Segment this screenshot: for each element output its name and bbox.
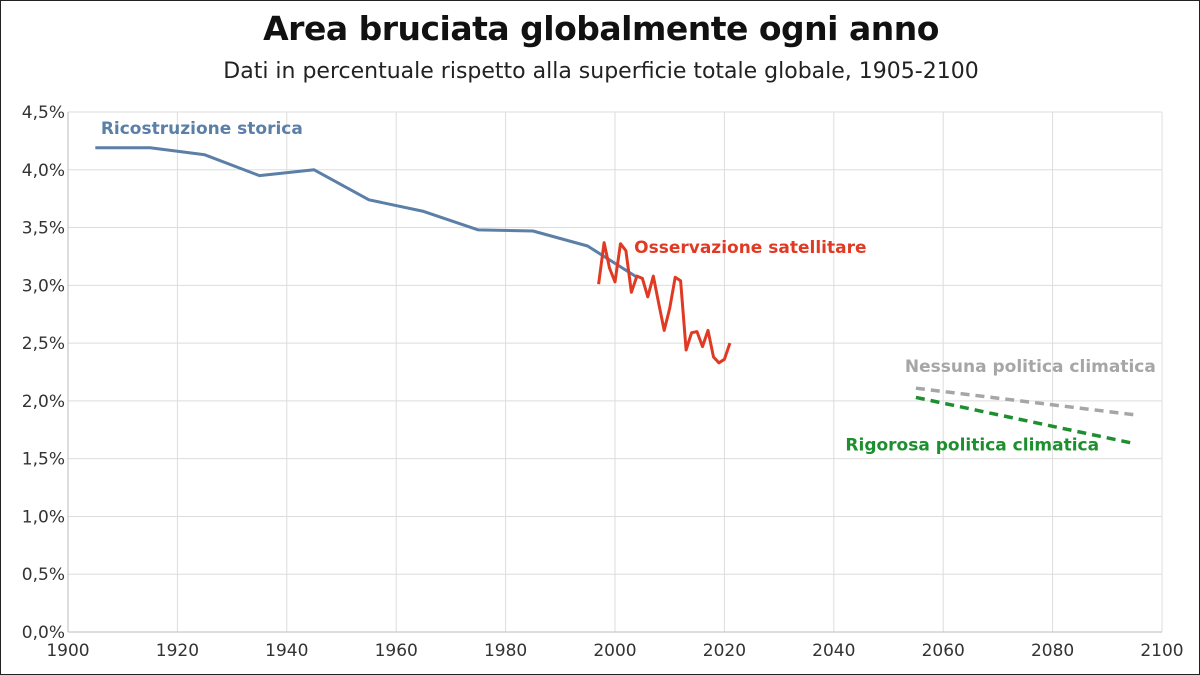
x-tick-label-2000: 2000 <box>593 641 636 661</box>
x-tick-label-2080: 2080 <box>1031 641 1074 661</box>
series-label-osservazione-satellitare: Osservazione satellitare <box>634 238 866 258</box>
x-tick-label-1900: 1900 <box>46 641 89 661</box>
x-tick-label-1960: 1960 <box>375 641 418 661</box>
series-label-nessuna-politica-climatica: Nessuna politica climatica <box>905 357 1156 377</box>
y-tick-label-7: 3,5% <box>22 219 65 239</box>
y-tick-label-4: 2,0% <box>22 392 65 412</box>
series-label-ricostruzione-storica: Ricostruzione storica <box>101 119 303 139</box>
grid-lines <box>68 111 1163 632</box>
y-tick-label-6: 3,0% <box>22 276 65 296</box>
series-line-osservazione-satellitare <box>597 241 732 365</box>
series-label-rigorosa-politica-climatica: Rigorosa politica climatica <box>845 436 1099 456</box>
x-tick-label-1920: 1920 <box>156 641 199 661</box>
x-tick-label-2020: 2020 <box>703 641 746 661</box>
axes <box>67 112 1162 633</box>
y-tick-label-5: 2,5% <box>22 334 65 354</box>
series-line-nessuna-politica-climatica <box>915 386 1135 417</box>
chart-title: Area bruciata globalmente ogni anno <box>263 9 939 48</box>
x-tick-label-2060: 2060 <box>922 641 965 661</box>
chart-subtitle: Dati in percentuale rispetto alla superf… <box>223 59 979 84</box>
series-line-ricostruzione-storica <box>95 146 638 279</box>
series-line-rigorosa-politica-climatica <box>915 395 1135 446</box>
y-tick-label-9: 4,5% <box>22 103 65 123</box>
y-tick-label-3: 1,5% <box>22 450 65 470</box>
y-tick-label-2: 1,0% <box>22 507 65 527</box>
x-tick-label-2040: 2040 <box>812 641 855 661</box>
x-tick-label-1980: 1980 <box>484 641 527 661</box>
y-tick-label-1: 0,5% <box>22 565 65 585</box>
x-tick-label-1940: 1940 <box>265 641 308 661</box>
tick-labels: 1900 1920 1940 1960 1980 2000 2020 2040 2060 2080… <box>22 103 1184 661</box>
series-lines <box>95 146 1135 446</box>
series-labels: Ricostruzione storica Osservazione satell… <box>101 119 1156 456</box>
y-tick-label-8: 4,0% <box>22 161 65 181</box>
y-tick-label-0: 0,0% <box>22 623 65 643</box>
x-tick-label-2100: 2100 <box>1140 641 1183 661</box>
